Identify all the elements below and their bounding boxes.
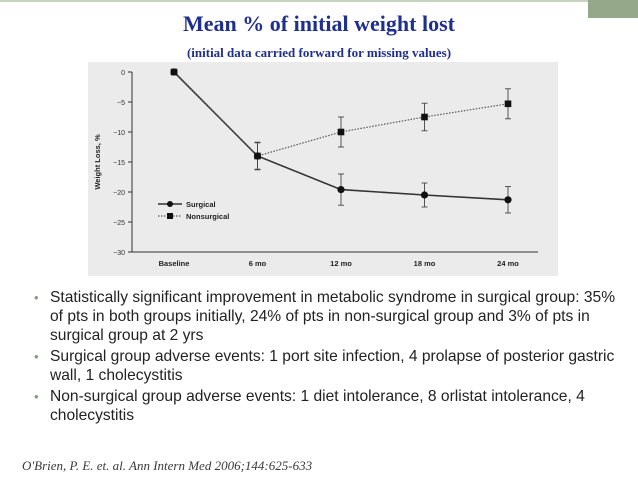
y-tick-label: −15 — [113, 160, 125, 167]
bullet-text: Surgical group adverse events: 1 port si… — [50, 348, 615, 384]
x-tick-label: 6 mo — [249, 259, 267, 268]
data-point — [421, 113, 428, 121]
x-tick-label: Baseline — [159, 259, 190, 268]
chart-background — [88, 62, 558, 276]
y-tick-label: −5 — [117, 100, 125, 107]
legend-marker — [167, 201, 173, 207]
y-axis-label: Weight Loss, % — [93, 134, 102, 190]
slide-subtitle: (initial data carried forward for missin… — [186, 45, 452, 60]
slide-title: Mean % of initial weight lost — [183, 11, 455, 36]
x-tick-label: 12 mo — [330, 259, 352, 268]
y-tick-label: −10 — [113, 130, 125, 137]
series-nonsurgical — [170, 68, 512, 170]
bullet-dot-icon: • — [34, 389, 39, 404]
legend-label: Nonsurgical — [186, 212, 229, 221]
bullet-item: • Surgical group adverse events: 1 port … — [28, 347, 618, 385]
bullet-item: • Non-surgical group adverse events: 1 d… — [28, 387, 618, 425]
bullet-item: • Statistically significant improvement … — [28, 288, 618, 345]
data-point — [504, 196, 512, 204]
y-tick-label: −30 — [113, 250, 125, 257]
y-tick-label: −25 — [113, 220, 125, 227]
corner-accent-tab — [588, 0, 638, 18]
y-tick-label: −20 — [113, 190, 125, 197]
top-accent-line — [0, 0, 588, 2]
legend-marker — [167, 213, 173, 219]
data-point — [420, 191, 429, 199]
bullet-text: Non-surgical group adverse events: 1 die… — [50, 388, 585, 424]
bullet-dot-icon: • — [34, 290, 39, 305]
x-tick-label: 24 mo — [497, 259, 519, 268]
data-point — [337, 128, 345, 136]
bullet-dot-icon: • — [34, 349, 39, 364]
data-point — [504, 100, 512, 108]
legend-item: Nonsurgical — [158, 212, 229, 221]
citation: O'Brien, P. E. et. al. Ann Intern Med 20… — [22, 458, 313, 473]
bullet-text: Statistically significant improvement in… — [50, 289, 616, 344]
y-tick-label: 0 — [121, 70, 125, 77]
legend-item: Surgical — [158, 200, 216, 209]
legend-label: Surgical — [186, 200, 216, 209]
data-point — [337, 186, 345, 194]
data-point — [170, 68, 178, 76]
weight-loss-chart: 0 −5 −10 −15 −20 −25 −30 Baseline 6 mo 12 mo 18 mo… — [88, 62, 558, 276]
x-tick-label: 18 mo — [414, 259, 436, 268]
bullet-list: • Statistically significant improvement … — [28, 288, 618, 427]
data-point — [254, 152, 261, 160]
